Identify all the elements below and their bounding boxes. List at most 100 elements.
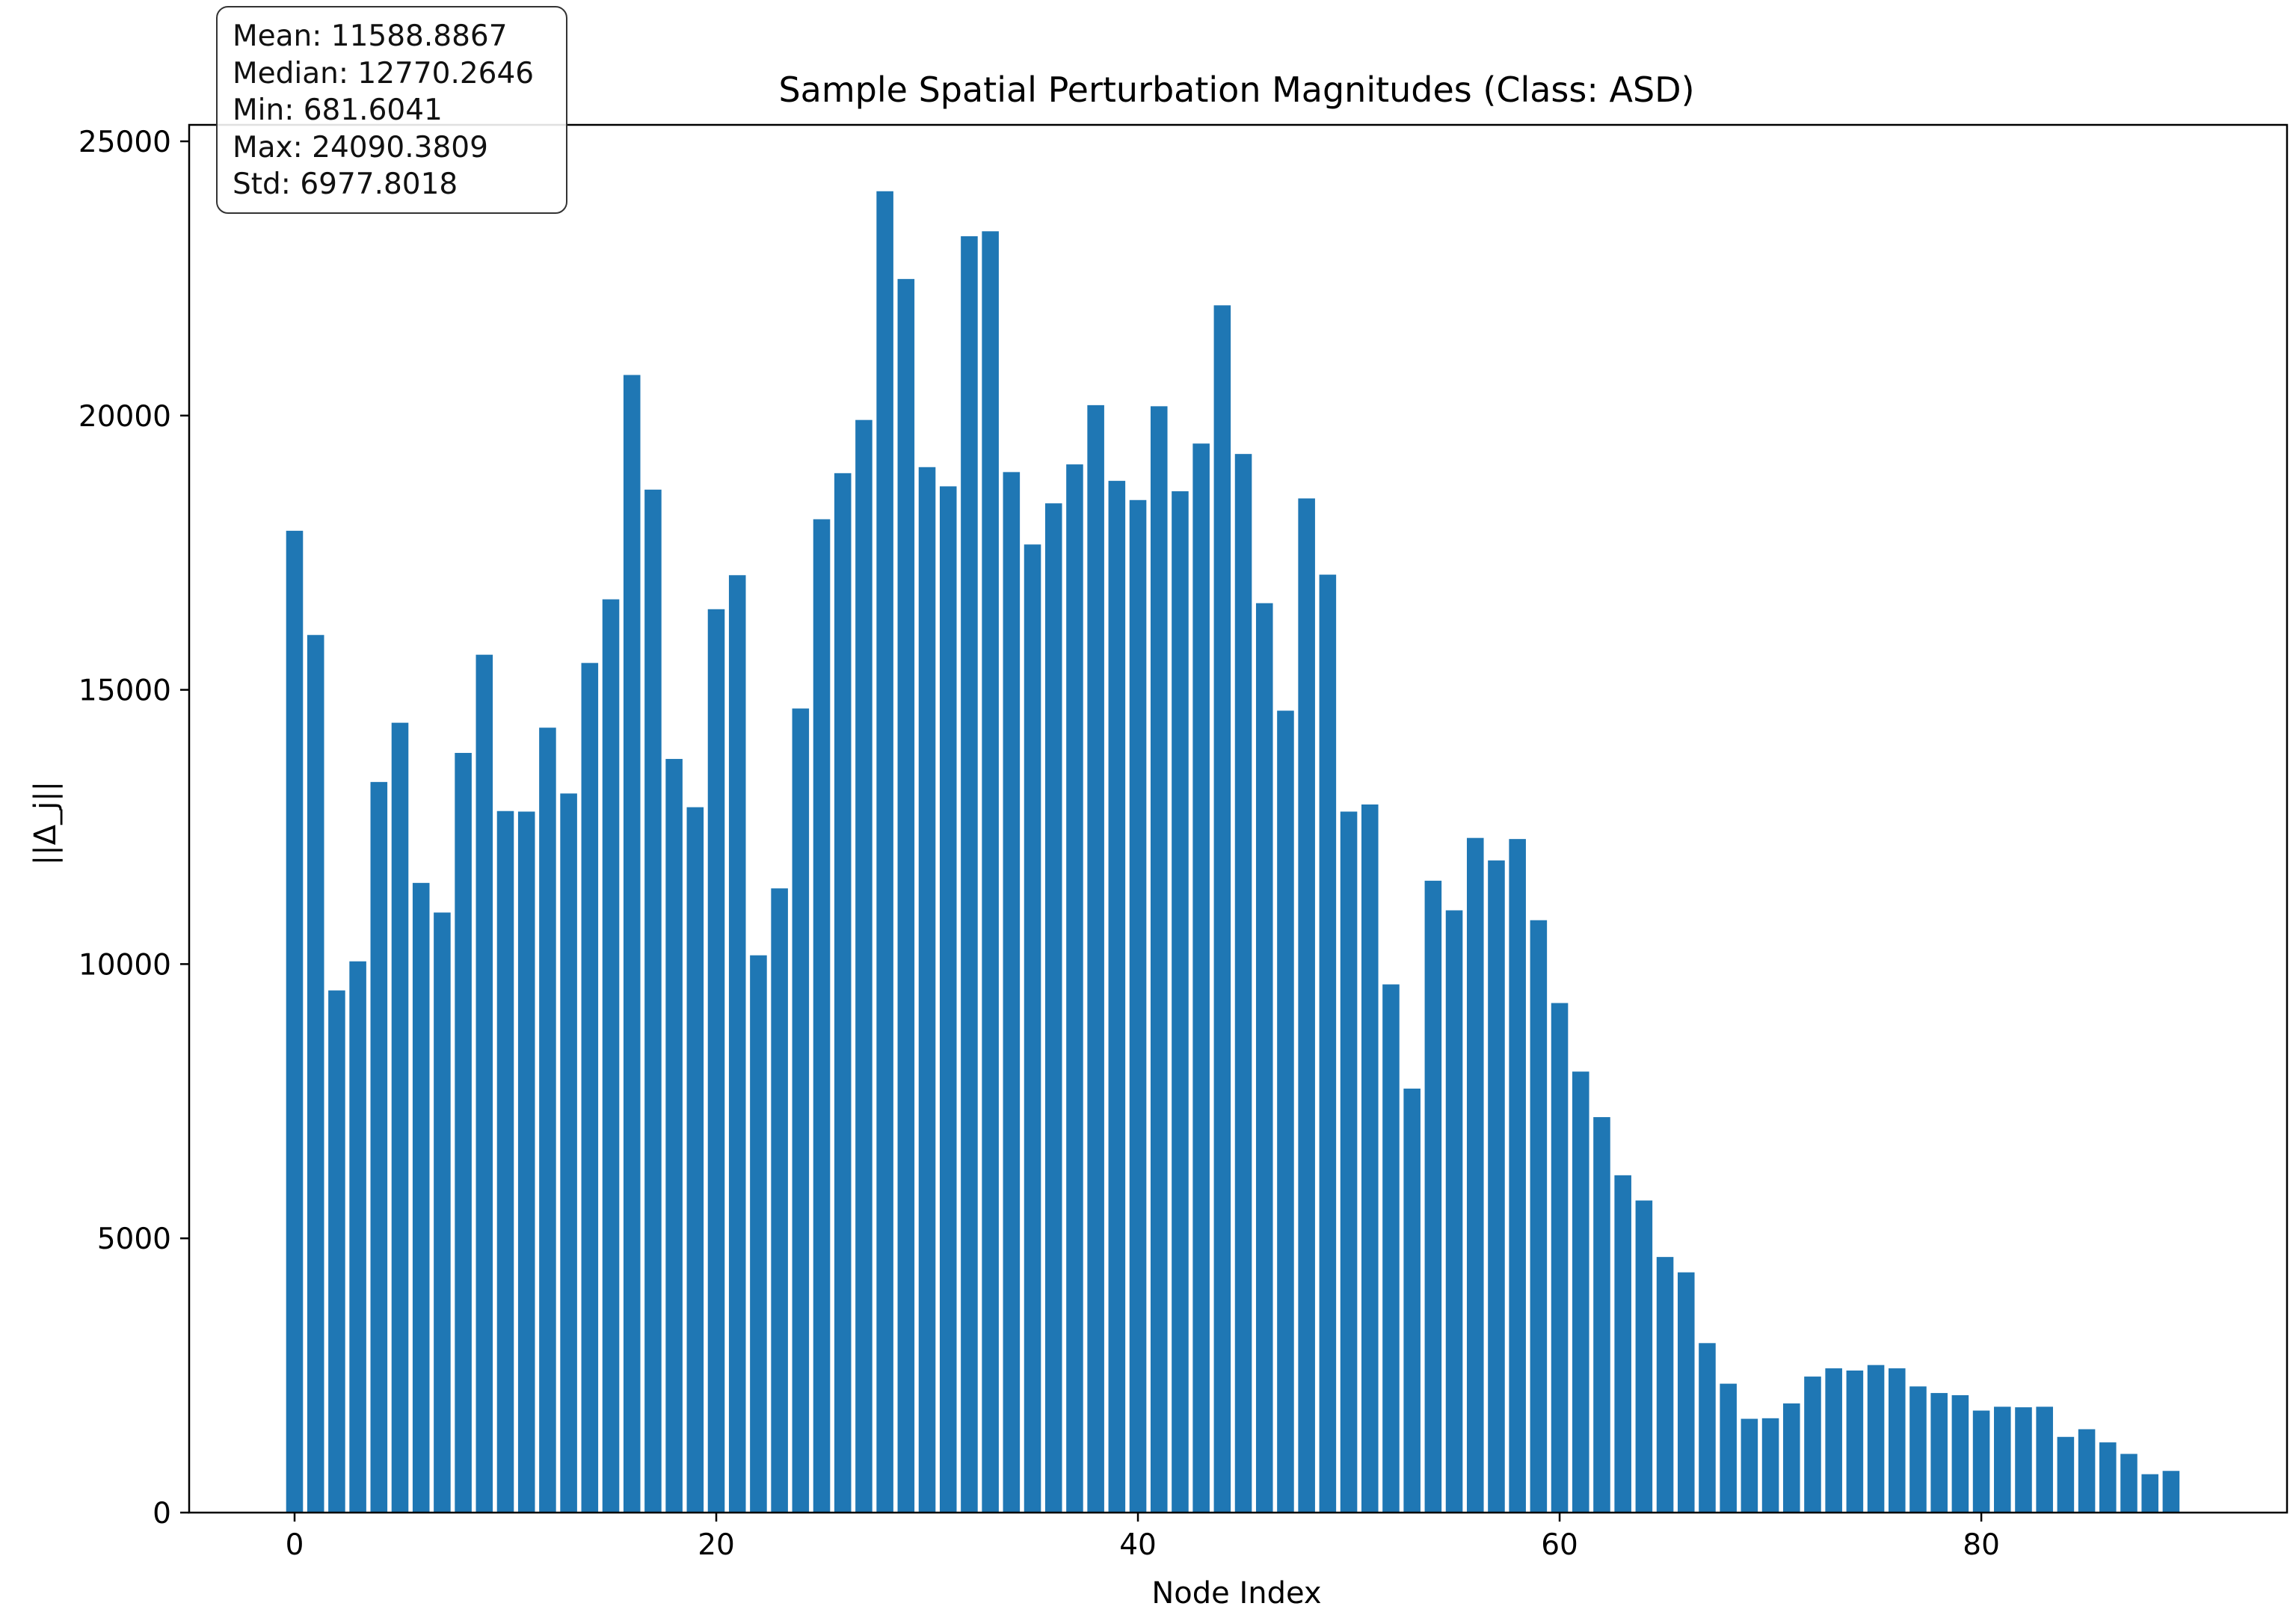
bar-node-77 — [1909, 1386, 1927, 1513]
bar-node-28 — [876, 191, 893, 1513]
bar-node-70 — [1761, 1418, 1779, 1513]
x-axis-label: Node Index — [1151, 1576, 1321, 1611]
bar-node-61 — [1572, 1071, 1589, 1513]
bar-node-41 — [1150, 406, 1168, 1513]
bar-node-23 — [771, 888, 788, 1513]
y-axis-label: ||Δ_j|| — [28, 781, 63, 865]
bar-node-44 — [1213, 305, 1231, 1513]
bar-node-37 — [1066, 464, 1083, 1513]
bar-node-17 — [644, 489, 662, 1513]
bar-node-88 — [2141, 1474, 2158, 1513]
bar-node-20 — [707, 609, 725, 1513]
bar-node-38 — [1087, 405, 1104, 1513]
bar-node-81 — [1994, 1406, 2011, 1513]
bar-node-65 — [1656, 1257, 1674, 1513]
stats-max: Max: 24090.3809 — [233, 130, 488, 164]
bar-node-0 — [286, 530, 304, 1513]
bar-node-82 — [2015, 1407, 2032, 1513]
y-tick-label: 15000 — [79, 674, 171, 708]
y-tick-label: 20000 — [79, 400, 171, 434]
bar-node-35 — [1024, 544, 1041, 1513]
bar-node-14 — [581, 662, 599, 1513]
bar-node-9 — [475, 654, 493, 1513]
bar-node-7 — [434, 912, 451, 1513]
bar-node-10 — [496, 811, 514, 1513]
bar-node-51 — [1361, 804, 1379, 1513]
bar-node-67 — [1699, 1343, 1716, 1513]
bar-node-83 — [2036, 1406, 2053, 1513]
bar-node-53 — [1403, 1088, 1421, 1513]
x-tick-label: 0 — [286, 1528, 304, 1562]
bar-node-30 — [918, 467, 936, 1513]
bar-node-76 — [1889, 1368, 1906, 1513]
bar-node-42 — [1172, 491, 1189, 1513]
chart-title: Sample Spatial Perturbation Magnitudes (… — [778, 70, 1694, 110]
bar-node-24 — [792, 708, 810, 1513]
bar-node-57 — [1488, 860, 1505, 1513]
bar-node-55 — [1445, 910, 1463, 1513]
bar-node-15 — [602, 599, 620, 1513]
bar-node-26 — [834, 473, 852, 1513]
y-tick-label: 25000 — [79, 126, 171, 159]
bar-node-54 — [1424, 880, 1442, 1513]
bar-node-8 — [455, 752, 472, 1513]
bar-node-58 — [1509, 839, 1526, 1513]
stats-median: Median: 12770.2646 — [233, 56, 535, 90]
bar-node-56 — [1466, 837, 1484, 1513]
bar-node-89 — [2162, 1471, 2180, 1513]
bar-node-78 — [1930, 1393, 1948, 1513]
bar-node-64 — [1635, 1200, 1653, 1513]
bar-node-6 — [412, 882, 430, 1513]
bar-node-48 — [1298, 498, 1315, 1513]
bar-node-87 — [2120, 1454, 2138, 1513]
bar-node-79 — [1951, 1395, 1969, 1513]
bar-node-71 — [1783, 1403, 1800, 1513]
bar-node-59 — [1530, 920, 1548, 1513]
x-tick-label: 60 — [1541, 1528, 1578, 1562]
bar-node-46 — [1255, 603, 1273, 1513]
bar-node-63 — [1614, 1175, 1631, 1513]
bar-node-2 — [328, 990, 345, 1513]
bar-node-5 — [391, 722, 409, 1513]
bar-node-52 — [1382, 984, 1400, 1513]
bar-node-34 — [1003, 472, 1021, 1513]
y-tick-label: 5000 — [97, 1222, 171, 1256]
bar-node-22 — [750, 955, 767, 1513]
bar-node-4 — [370, 781, 388, 1513]
bar-node-73 — [1825, 1368, 1842, 1513]
x-tick-label: 80 — [1963, 1528, 2000, 1562]
bar-node-27 — [855, 419, 872, 1513]
stats-mean: Mean: 11588.8867 — [233, 19, 508, 53]
bar-node-1 — [307, 635, 324, 1513]
bar-node-45 — [1234, 454, 1252, 1513]
x-axis-ticks: 0 20 40 60 80 — [286, 1513, 2000, 1562]
bar-node-32 — [961, 236, 978, 1513]
bar-node-74 — [1846, 1371, 1864, 1513]
bar-node-18 — [665, 759, 683, 1513]
bar-node-36 — [1044, 503, 1062, 1513]
bar-node-16 — [623, 375, 641, 1513]
bar-node-31 — [939, 486, 957, 1513]
bar-node-66 — [1677, 1272, 1695, 1513]
y-axis-ticks: 0 5000 10000 15000 20000 25000 — [79, 126, 189, 1531]
bar-node-11 — [517, 811, 535, 1513]
bar-node-86 — [2099, 1442, 2117, 1513]
bar-node-68 — [1720, 1383, 1737, 1513]
bars-group — [286, 191, 2180, 1513]
bar-node-29 — [897, 279, 915, 1513]
bar-node-84 — [2057, 1436, 2075, 1513]
plot-frame — [188, 123, 2289, 1514]
bar-node-69 — [1741, 1418, 1758, 1513]
stats-min: Min: 681.6041 — [233, 93, 443, 127]
bar-node-47 — [1277, 710, 1294, 1513]
bar-node-85 — [2078, 1429, 2096, 1513]
bar-node-13 — [560, 793, 577, 1513]
y-tick-label: 10000 — [79, 948, 171, 982]
bar-node-49 — [1319, 574, 1337, 1513]
bar-node-19 — [686, 807, 704, 1513]
bar-node-33 — [982, 231, 999, 1513]
bar-node-72 — [1804, 1377, 1821, 1513]
x-tick-label: 20 — [698, 1528, 735, 1562]
bar-node-80 — [1972, 1410, 1990, 1513]
